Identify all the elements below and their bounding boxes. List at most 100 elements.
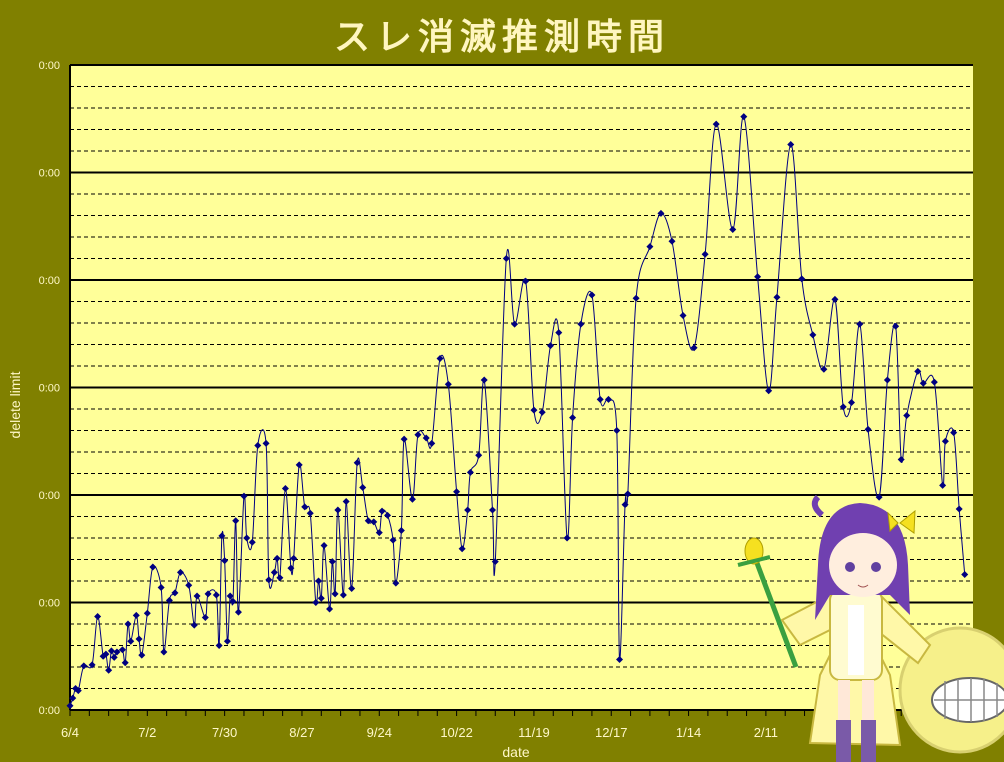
data-point	[864, 425, 872, 433]
data-point	[306, 509, 314, 517]
y-tick-label: 0:00	[39, 60, 60, 72]
data-point	[248, 538, 256, 546]
data-point	[941, 437, 949, 445]
data-point	[121, 659, 129, 667]
data-point	[511, 320, 519, 328]
data-point	[326, 605, 334, 613]
data-point	[370, 518, 378, 526]
wand-icon	[737, 537, 799, 668]
data-point	[475, 451, 483, 459]
data-point	[80, 662, 88, 670]
data-point	[281, 485, 289, 493]
data-point	[312, 599, 320, 606]
data-point	[342, 497, 350, 505]
data-point	[375, 529, 383, 537]
data-point	[254, 442, 262, 450]
data-point	[444, 380, 452, 388]
data-point	[392, 579, 400, 587]
data-point	[773, 293, 781, 301]
data-point	[502, 255, 510, 262]
data-point	[787, 141, 795, 149]
x-tick-label: 6/4	[61, 725, 79, 740]
data-point	[613, 427, 621, 434]
data-point	[679, 311, 687, 319]
data-point	[143, 609, 151, 617]
data-point	[546, 342, 554, 350]
data-point	[290, 554, 298, 562]
data-point	[74, 687, 82, 695]
data-point	[464, 506, 472, 514]
data-point	[422, 434, 430, 442]
data-point	[107, 647, 115, 655]
data-point	[596, 395, 604, 403]
data-point	[408, 495, 416, 503]
data-point	[914, 367, 922, 375]
data-point	[384, 511, 392, 519]
data-point	[765, 387, 773, 395]
data-point	[577, 320, 585, 328]
data-point	[491, 558, 499, 566]
data-point	[364, 517, 372, 525]
data-point	[348, 585, 356, 593]
series-markers	[66, 113, 969, 710]
chart-title: スレ消滅推測時間	[333, 16, 670, 58]
data-point	[588, 291, 596, 299]
data-point	[522, 277, 530, 285]
data-point	[243, 534, 251, 542]
data-point	[950, 429, 958, 437]
data-point	[287, 564, 295, 572]
data-point	[201, 614, 209, 622]
y-tick-label: 0:00	[39, 383, 60, 395]
data-point	[171, 589, 179, 597]
data-point	[712, 120, 720, 128]
y-axis: 0:00 0:00 0:00 0:00 0:00 0:00 0:00	[39, 60, 60, 717]
data-point	[157, 583, 165, 591]
data-point	[397, 526, 405, 534]
data-point	[668, 237, 676, 245]
y-tick-label: 0:00	[39, 490, 60, 502]
data-point	[102, 650, 110, 658]
x-tick-label: 10/22	[440, 725, 473, 740]
data-point	[212, 591, 220, 599]
data-point	[555, 329, 563, 337]
data-point	[754, 273, 762, 281]
data-point	[359, 483, 367, 491]
data-point	[270, 568, 278, 576]
data-point	[88, 661, 96, 669]
y-tick-label: 0:00	[39, 275, 60, 287]
data-point	[229, 597, 237, 605]
y-tick-label: 0:00	[39, 598, 60, 610]
data-point	[135, 635, 143, 643]
data-point	[657, 209, 665, 217]
data-point	[124, 620, 132, 628]
y-axis-title: delete limit	[7, 371, 23, 438]
data-point	[616, 655, 624, 663]
data-point	[110, 653, 118, 661]
data-point	[118, 646, 126, 654]
data-point	[94, 612, 102, 620]
data-point	[317, 594, 325, 602]
data-point	[215, 642, 223, 649]
data-point	[315, 577, 323, 585]
data-point	[729, 225, 737, 233]
data-point	[883, 376, 891, 384]
y-tick-label: 0:00	[39, 705, 60, 717]
data-point	[538, 408, 546, 416]
x-tick-label: 12/17	[595, 725, 628, 740]
data-point	[604, 395, 612, 403]
data-point	[961, 571, 969, 579]
data-point	[400, 435, 408, 443]
data-point	[919, 379, 927, 387]
data-point	[453, 488, 461, 496]
x-tick-label: 11/19	[518, 725, 550, 740]
data-point	[113, 648, 121, 656]
data-point	[897, 456, 905, 464]
data-point	[226, 592, 234, 600]
x-tick-label: 8/27	[289, 725, 314, 740]
data-point	[632, 294, 640, 302]
data-point	[262, 439, 270, 447]
data-point	[328, 558, 336, 566]
mascot-illustration	[737, 495, 1004, 762]
data-point	[690, 344, 698, 352]
data-point	[458, 545, 466, 553]
